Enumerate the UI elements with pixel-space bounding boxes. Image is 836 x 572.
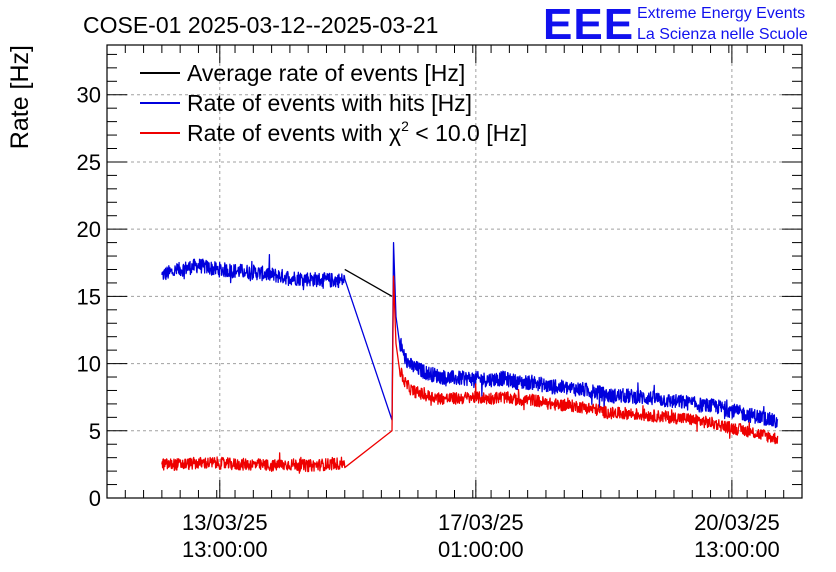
y-axis-title: Rate [Hz] [6,45,34,149]
axis-ticks [107,45,802,499]
y-tick-label: 25 [77,150,101,175]
legend-chi2-prefix: Rate of events with [187,120,389,146]
legend-chi2-suffix: < 10.0 [Hz] [409,120,527,146]
x-tick-label-date: 17/03/25 [438,510,524,535]
legend-label-chi2: Rate of events with χ2 < 10.0 [Hz] [187,118,527,146]
series-lines [161,241,779,474]
series-line-0 [344,268,393,297]
logo-line-2: La Scienza nelle Scuole [637,26,808,43]
legend-label-average: Average rate of events [Hz] [187,60,465,86]
y-tick-label: 20 [77,217,101,242]
x-tick-label-time: 13:00:00 [694,537,780,562]
legend-chi2-sup: 2 [401,118,409,134]
legend-label-hits: Rate of events with hits [Hz] [187,90,472,116]
y-tick-label: 10 [77,352,101,377]
y-tick-label: 15 [77,284,101,309]
eee-logo: EEE Extreme Energy Events La Scienza nel… [543,0,808,49]
series-line-1 [161,241,779,429]
x-tick-label-time: 01:00:00 [438,537,524,562]
x-tick-label-time: 13:00:00 [182,537,268,562]
tick-labels: 05101520253013/03/2513:00:0017/03/2501:0… [77,83,780,562]
series-line-2 [161,275,779,474]
y-tick-label: 30 [77,83,101,108]
logo-mark: EEE [543,0,634,49]
grid-lines [107,45,802,498]
x-tick-label-date: 20/03/25 [694,510,780,535]
legend: Average rate of events [Hz] Rate of even… [140,60,527,146]
chart-title: COSE-01 2025-03-12--2025-03-21 [83,12,438,38]
legend-chi2-symbol: χ [389,120,401,146]
y-tick-label: 0 [89,486,101,511]
x-tick-label-date: 13/03/25 [182,510,268,535]
y-tick-label: 5 [89,419,101,444]
plot-frame [106,44,803,499]
logo-line-1: Extreme Energy Events [637,5,805,22]
